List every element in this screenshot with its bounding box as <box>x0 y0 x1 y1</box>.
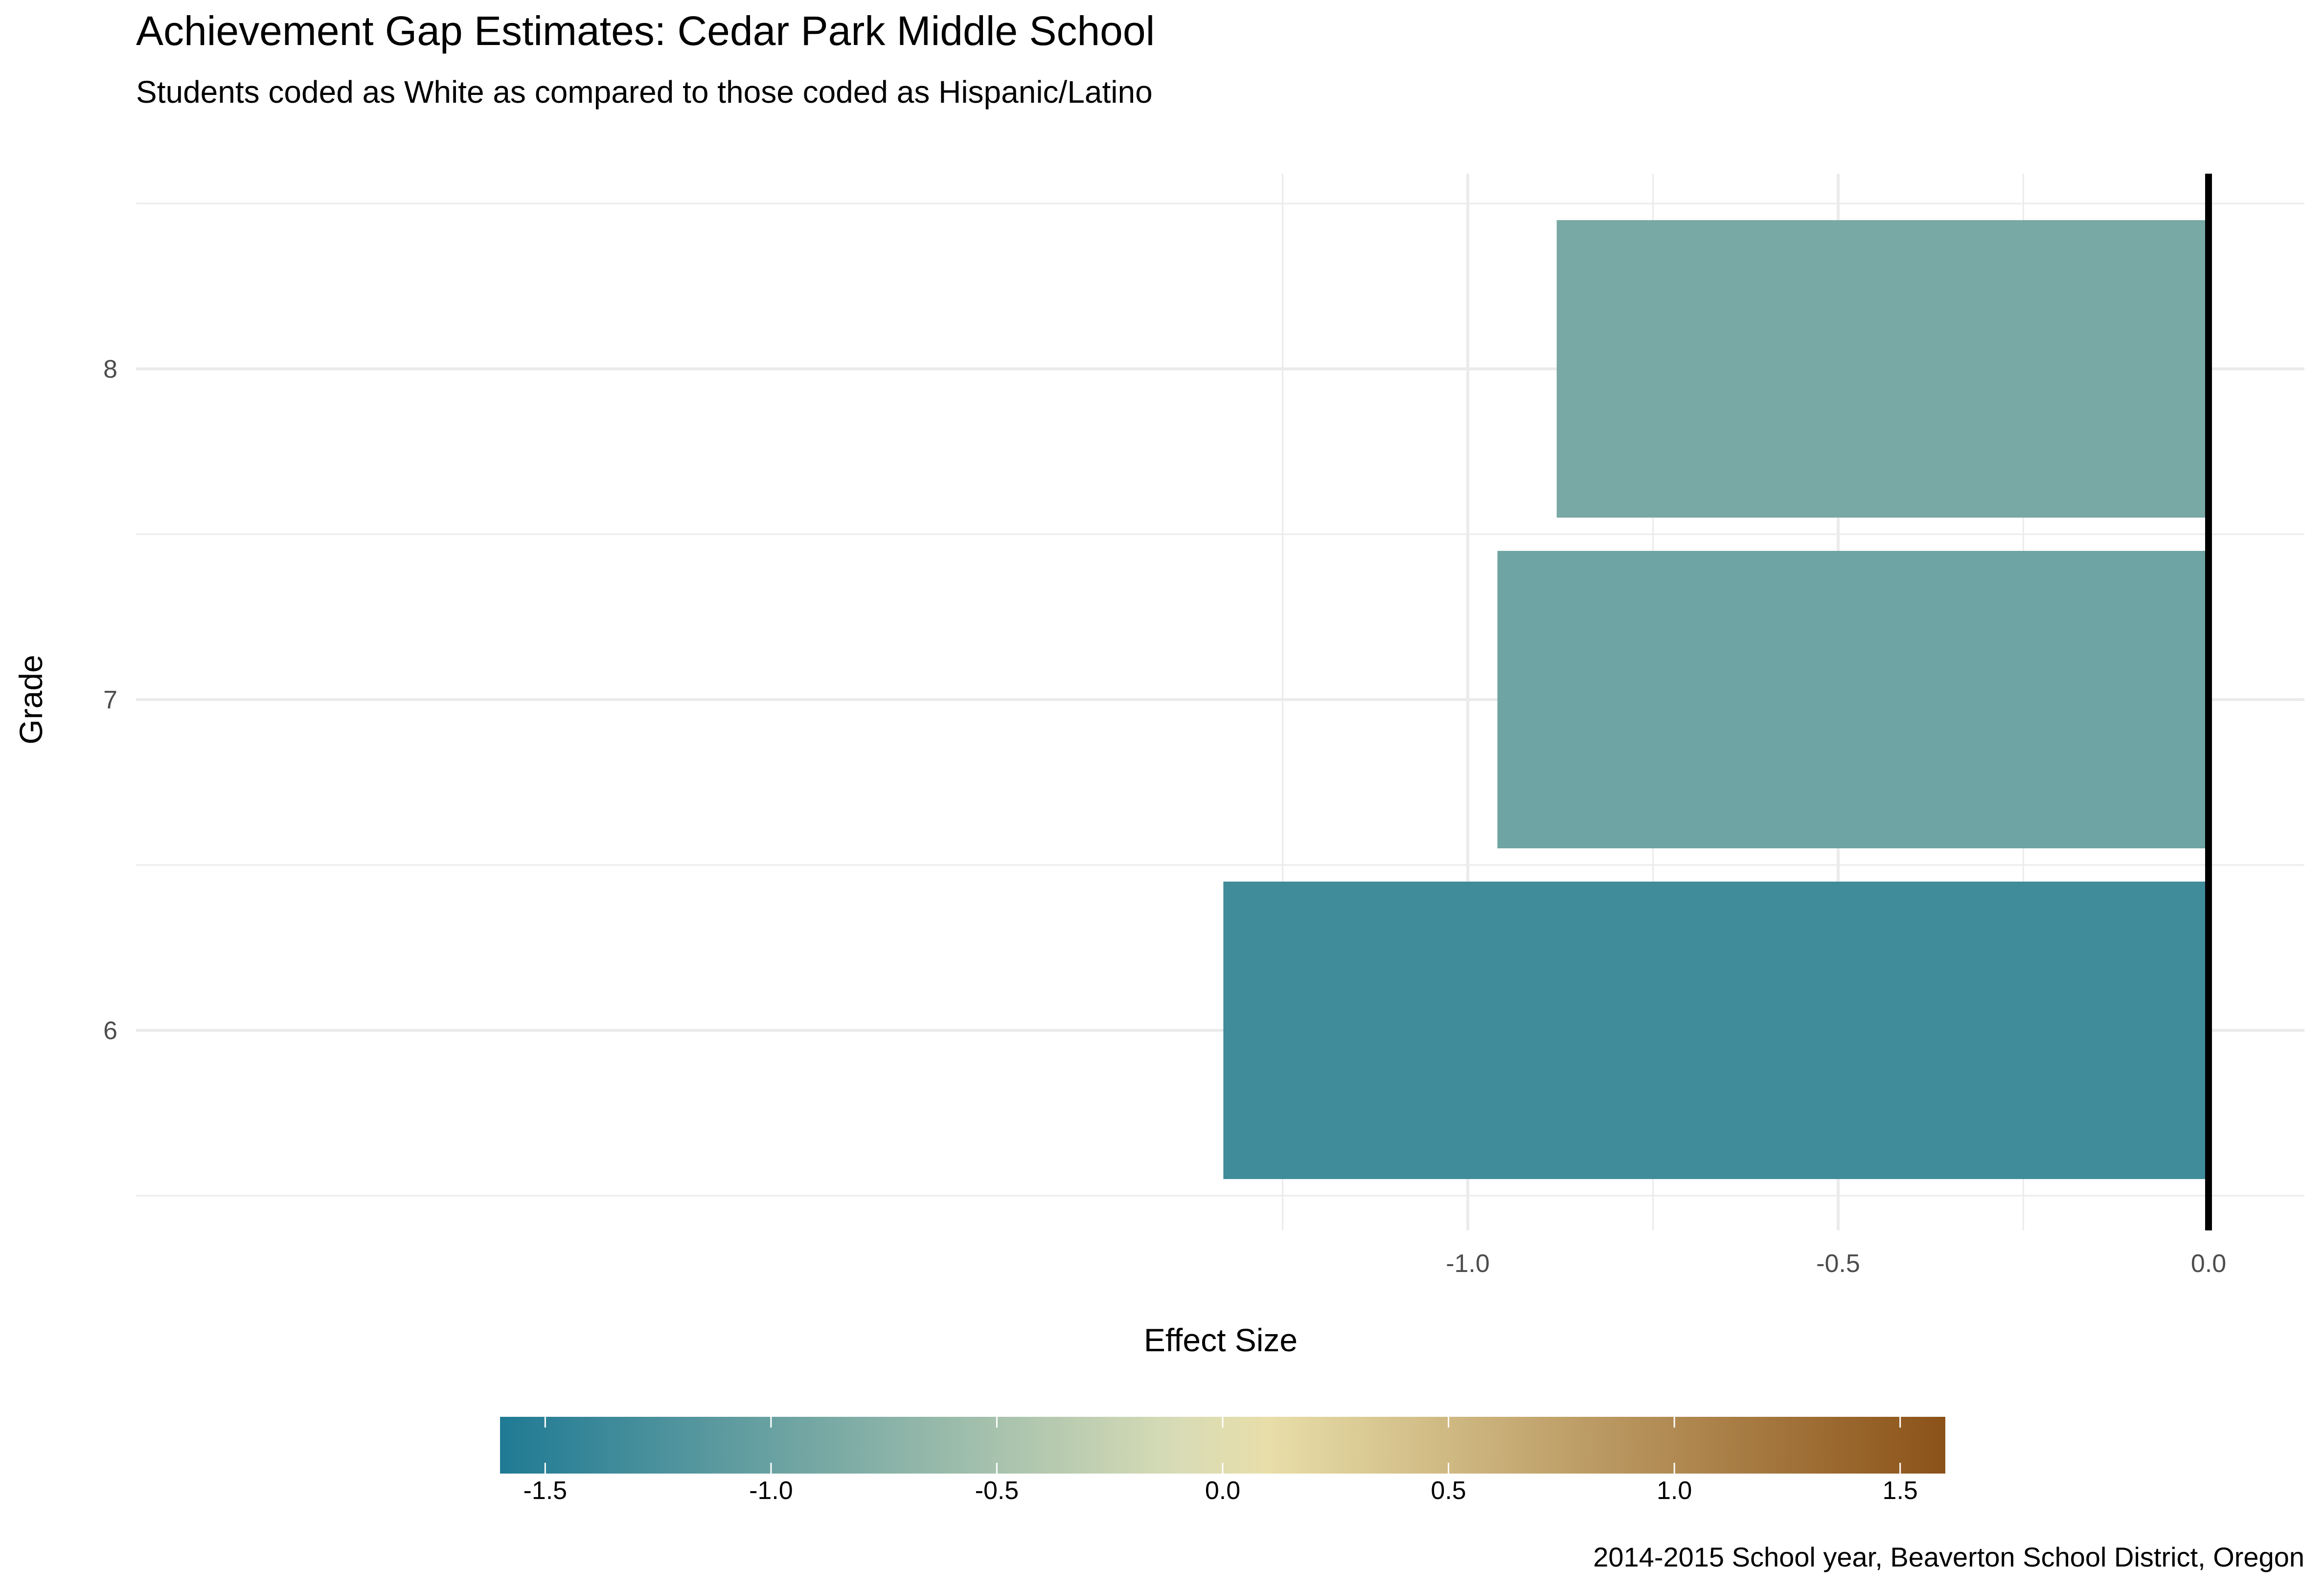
y-tick-label: 7 <box>103 686 117 714</box>
x-tick-label: 0.0 <box>2191 1249 2226 1278</box>
x-tick-labels: -1.0 -0.5 0.0 <box>1446 1249 2226 1278</box>
colorbar-tick-label: -1.0 <box>749 1476 793 1505</box>
x-tick-label: -0.5 <box>1816 1249 1860 1278</box>
y-tick-label: 8 <box>103 355 117 384</box>
chart-subtitle: Students coded as White as compared to t… <box>136 74 1153 110</box>
bar-grade-6 <box>1223 882 2209 1179</box>
colorbar-tick-label: -0.5 <box>975 1476 1019 1505</box>
y-tick-labels: 6 7 8 <box>103 355 117 1045</box>
colorbar-tick-label: 1.0 <box>1657 1476 1692 1505</box>
colorbar-tick-label: -1.5 <box>524 1476 568 1505</box>
bar-grade-8 <box>1556 220 2209 518</box>
bar-grade-7 <box>1497 551 2209 848</box>
colorbar-tick-label: 1.5 <box>1883 1476 1918 1505</box>
chart-caption: 2014-2015 School year, Beaverton School … <box>1593 1542 2304 1572</box>
colorbar-tick-label: 0.5 <box>1431 1476 1466 1505</box>
x-tick-label: -1.0 <box>1446 1249 1490 1278</box>
colorbar-legend: -1.5 -1.0 -0.5 0.0 0.5 1.0 1.5 <box>500 1417 1945 1505</box>
x-axis-title: Effect Size <box>1144 1322 1298 1358</box>
colorbar-tick-label: 0.0 <box>1205 1476 1240 1505</box>
y-tick-label: 6 <box>103 1017 117 1045</box>
bars <box>1223 220 2209 1179</box>
chart-title: Achievement Gap Estimates: Cedar Park Mi… <box>136 8 1155 54</box>
y-axis-title: Grade <box>13 655 49 744</box>
